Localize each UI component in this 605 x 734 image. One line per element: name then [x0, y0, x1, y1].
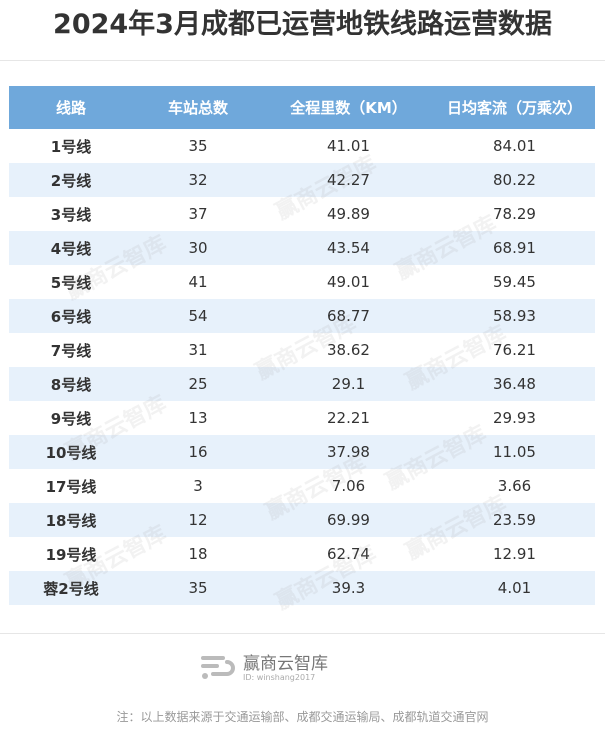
- cell-ridership: 59.45: [493, 273, 536, 291]
- cell-length: 39.3: [331, 579, 366, 597]
- footnote: 注：以上数据来源于交通运输部、成都交通运输局、成都轨道交通官网: [116, 710, 489, 724]
- data-table: 线路 车站总数 全程里数（KM） 日均客流（万乘次） 1号线 35 41.01 84.…: [9, 86, 595, 605]
- cell-stations: 31: [188, 341, 208, 359]
- table-row: 6号线 54 68.77 58.93: [9, 299, 595, 333]
- cell-stations: 37: [188, 205, 208, 223]
- table-row: 5号线 41 49.01 59.45: [9, 265, 595, 299]
- brand-logo-icon: [201, 656, 235, 679]
- cell-length: 43.54: [327, 239, 370, 257]
- cell-stations: 30: [188, 239, 208, 257]
- table-row: 2号线 32 42.27 80.22: [9, 163, 595, 197]
- column-header-ridership: 日均客流（万乘次）: [446, 99, 582, 117]
- cell-line: 17号线: [45, 477, 97, 496]
- table-row: 9号线 13 22.21 29.93: [9, 401, 595, 435]
- page-title: 2024年3月成都已运营地铁线路运营数据: [53, 9, 552, 40]
- cell-line: 1号线: [50, 137, 92, 156]
- cell-length: 49.89: [327, 205, 370, 223]
- cell-stations: 35: [188, 137, 208, 155]
- column-header-stations: 车站总数: [167, 99, 228, 117]
- cell-length: 69.99: [327, 511, 370, 529]
- table-row: 18号线 12 69.99 23.59: [9, 503, 595, 537]
- cell-stations: 16: [188, 443, 208, 461]
- cell-line: 19号线: [45, 545, 97, 564]
- cell-ridership: 4.01: [497, 579, 532, 597]
- cell-stations: 54: [188, 307, 208, 325]
- cell-line: 5号线: [50, 273, 92, 292]
- cell-line: 2号线: [50, 171, 92, 190]
- top-divider: [0, 60, 605, 61]
- cell-stations: 25: [188, 375, 208, 393]
- bottom-divider: [0, 633, 605, 634]
- cell-stations: 3: [193, 477, 203, 495]
- cell-line: 10号线: [45, 443, 97, 462]
- cell-ridership: 36.48: [493, 375, 536, 393]
- cell-ridership: 58.93: [493, 307, 536, 325]
- cell-line: 6号线: [50, 307, 92, 326]
- column-header-line: 线路: [55, 99, 86, 117]
- table-row: 7号线 31 38.62 76.21: [9, 333, 595, 367]
- cell-stations: 32: [188, 171, 208, 189]
- cell-length: 7.06: [331, 477, 366, 495]
- cell-length: 49.01: [327, 273, 370, 291]
- cell-stations: 12: [188, 511, 208, 529]
- cell-ridership: 12.91: [493, 545, 536, 563]
- cell-length: 62.74: [327, 545, 370, 563]
- table-body: 1号线 35 41.01 84.01 2号线 32 42.27 80.22 3号线 37 49.89…: [9, 129, 595, 605]
- table-row: 8号线 25 29.1 36.48: [9, 367, 595, 401]
- cell-stations: 35: [188, 579, 208, 597]
- cell-line: 8号线: [50, 375, 92, 394]
- cell-stations: 13: [188, 409, 208, 427]
- table-row: 3号线 37 49.89 78.29: [9, 197, 595, 231]
- table-row: 4号线 30 43.54 68.91: [9, 231, 595, 265]
- table-row: 19号线 18 62.74 12.91: [9, 537, 595, 571]
- cell-ridership: 23.59: [493, 511, 536, 529]
- cell-length: 22.21: [327, 409, 370, 427]
- table-header: 线路 车站总数 全程里数（KM） 日均客流（万乘次）: [9, 86, 595, 129]
- table-row: 17号线 3 7.06 3.66: [9, 469, 595, 503]
- cell-line: 7号线: [50, 341, 92, 360]
- brand: 赢商云智库 ID: winshang2017: [199, 646, 328, 686]
- cell-length: 42.27: [327, 171, 370, 189]
- cell-ridership: 84.01: [493, 137, 536, 155]
- cell-length: 38.62: [327, 341, 370, 359]
- cell-length: 29.1: [331, 375, 366, 393]
- cell-length: 68.77: [327, 307, 370, 325]
- cell-ridership: 68.91: [493, 239, 536, 257]
- table-row: 蓉2号线 35 39.3 4.01: [9, 571, 595, 605]
- brand-id: ID: winshang2017: [243, 673, 316, 682]
- cell-line: 4号线: [50, 239, 92, 258]
- cell-line: 蓉2号线: [43, 579, 99, 598]
- brand-name: 赢商云智库: [243, 653, 328, 674]
- cell-stations: 18: [188, 545, 208, 563]
- cell-ridership: 11.05: [493, 443, 536, 461]
- cell-stations: 41: [188, 273, 208, 291]
- table-row: 1号线 35 41.01 84.01: [9, 129, 595, 163]
- table-row: 10号线 16 37.98 11.05: [9, 435, 595, 469]
- cell-ridership: 76.21: [493, 341, 536, 359]
- cell-ridership: 80.22: [493, 171, 536, 189]
- cell-ridership: 29.93: [493, 409, 536, 427]
- cell-line: 18号线: [45, 511, 97, 530]
- cell-ridership: 3.66: [497, 477, 532, 495]
- cell-length: 41.01: [327, 137, 370, 155]
- cell-line: 3号线: [50, 205, 92, 224]
- cell-ridership: 78.29: [493, 205, 536, 223]
- cell-length: 37.98: [327, 443, 370, 461]
- cell-line: 9号线: [50, 409, 92, 428]
- column-header-length: 全程里数（KM）: [290, 99, 407, 117]
